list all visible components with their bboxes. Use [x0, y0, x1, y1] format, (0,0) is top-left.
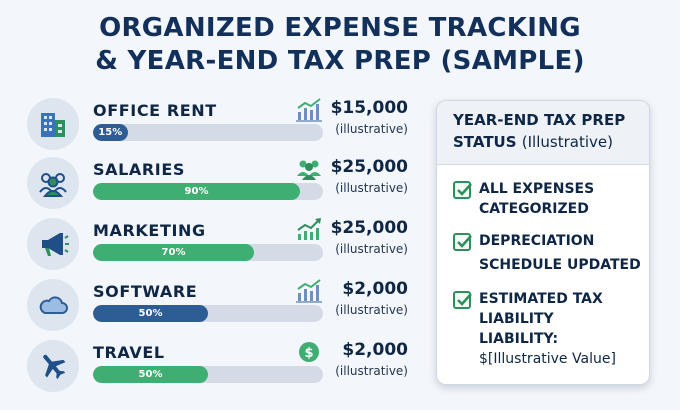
page-title-line-2: & YEAR-END TAX PREP (SAMPLE): [95, 46, 585, 76]
progress-bar-percent: 50%: [138, 369, 163, 380]
panel-title-line-2: STATUS (Illustrative): [453, 131, 635, 153]
megaphone-icon: [27, 218, 79, 270]
expense-label: SOFTWARE: [93, 282, 198, 301]
people-icon: [27, 157, 79, 209]
progress-bar: 90%: [93, 183, 323, 200]
expense-row-marketing: MARKETING 70% $25,000 (illustrative): [27, 218, 422, 274]
checkbox-checked-icon: [453, 233, 472, 251]
panel-title: YEAR-END TAX PREP STATUS (Illustrative): [437, 101, 649, 165]
panel-title-line-1: YEAR-END TAX PREP: [453, 111, 626, 129]
progress-bar-percent: 70%: [161, 247, 186, 258]
checklist-line: DEPRECIATION: [479, 233, 595, 249]
building-icon: [27, 98, 79, 150]
expense-note: (illustrative): [335, 242, 408, 256]
tax-prep-status-panel: YEAR-END TAX PREP STATUS (Illustrative) …: [436, 100, 650, 385]
progress-bar: 50%: [93, 305, 323, 322]
expense-row-software: SOFTWARE 50% $2,000 (illustrative): [27, 279, 422, 335]
trend-up-icon: [297, 218, 321, 240]
progress-bar-fill: [93, 124, 128, 141]
checklist-item-text: ALL EXPENSES CATEGORIZED: [479, 179, 649, 219]
progress-bar-percent: 50%: [138, 308, 163, 319]
checklist-line: ESTIMATED TAX: [479, 291, 603, 307]
cloud-icon: [27, 279, 79, 331]
progress-bar-percent: 15%: [98, 127, 123, 138]
svg-text:$: $: [304, 346, 313, 361]
checklist-line: CATEGORIZED: [479, 201, 589, 217]
progress-bar: 50%: [93, 366, 323, 383]
checklist-value: $[Illustrative Value]: [479, 351, 616, 367]
progress-bar-fill: [93, 305, 208, 322]
page-title: ORGANIZED EXPENSE TRACKING & YEAR-END TA…: [0, 12, 680, 78]
expense-amount: $25,000: [330, 157, 408, 177]
progress-bar-fill: [93, 244, 254, 261]
dollar-icon: $: [299, 342, 319, 362]
bar-chart-icon: [296, 279, 322, 303]
expense-label: MARKETING: [93, 221, 206, 240]
checklist-item-text: ESTIMATED TAX LIABILITY LIABILITY: $[Ill…: [479, 289, 649, 369]
expense-amount: $2,000: [342, 340, 408, 360]
progress-bar-fill: [93, 366, 208, 383]
checklist-line: ALL EXPENSES: [479, 181, 595, 197]
expense-row-office-rent: OFFICE RENT 15% $15,000 (illustrative): [27, 98, 422, 154]
page-title-line-1: ORGANIZED EXPENSE TRACKING: [99, 13, 581, 43]
expense-amount: $2,000: [342, 279, 408, 299]
checkbox-checked-icon: [453, 181, 472, 199]
expense-note: (illustrative): [335, 303, 408, 317]
expense-amount: $25,000: [330, 218, 408, 238]
checkbox-checked-icon: [453, 291, 472, 309]
expense-note: (illustrative): [335, 364, 408, 378]
panel-title-status: STATUS: [453, 133, 517, 151]
expense-row-salaries: SALARIES 90% $25,000 (illustrative): [27, 157, 422, 213]
expense-label: TRAVEL: [93, 343, 165, 362]
expense-label: OFFICE RENT: [93, 101, 217, 120]
expense-row-travel: TRAVEL $ 50% $2,000 (illustrative): [27, 340, 422, 396]
expense-label: SALARIES: [93, 160, 186, 179]
expense-amount: $15,000: [330, 98, 408, 118]
checklist-item-text: DEPRECIATION SCHEDULE UPDATED: [479, 231, 649, 275]
checklist-line: LIABILITY: [479, 311, 554, 327]
expense-note: (illustrative): [335, 122, 408, 136]
expense-note: (illustrative): [335, 181, 408, 195]
airplane-icon: [27, 340, 79, 392]
bar-chart-icon: [296, 98, 322, 122]
group-icon: [297, 160, 321, 180]
progress-bar: 15%: [93, 124, 323, 141]
checklist-line: SCHEDULE UPDATED: [479, 257, 641, 273]
panel-title-note: (Illustrative): [521, 133, 613, 151]
checklist-line: LIABILITY:: [479, 331, 559, 347]
progress-bar-percent: 90%: [184, 186, 209, 197]
progress-bar-fill: [93, 183, 300, 200]
progress-bar: 70%: [93, 244, 323, 261]
